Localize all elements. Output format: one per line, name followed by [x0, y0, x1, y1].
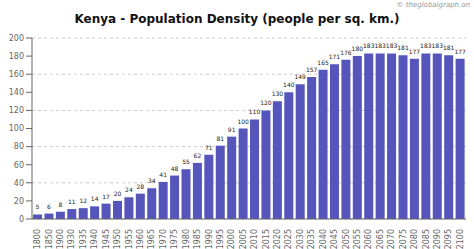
svg-text:2100: 2100 [456, 229, 465, 249]
svg-text:181: 181 [397, 44, 409, 51]
svg-text:24: 24 [125, 186, 133, 193]
svg-text:17: 17 [102, 193, 110, 200]
svg-text:91: 91 [228, 126, 236, 133]
svg-text:1960: 1960 [136, 229, 145, 249]
svg-text:183: 183 [386, 42, 398, 49]
svg-text:100: 100 [237, 118, 249, 125]
svg-text:1980: 1980 [182, 229, 191, 249]
svg-text:149: 149 [294, 73, 306, 80]
svg-text:1935: 1935 [79, 229, 88, 249]
svg-text:48: 48 [171, 165, 179, 172]
svg-text:28: 28 [136, 183, 144, 190]
svg-text:183: 183 [374, 42, 386, 49]
svg-text:2050: 2050 [342, 229, 351, 249]
svg-text:1995: 1995 [216, 229, 225, 249]
html-text:Kenya - Population Density (pe: Kenya - Population Density (people per s… [74, 12, 400, 26]
svg-text:2020: 2020 [273, 229, 282, 249]
svg-text:1975: 1975 [170, 229, 179, 249]
svg-text:1945: 1945 [102, 229, 111, 249]
svg-text:177: 177 [454, 48, 466, 55]
svg-text:40: 40 [14, 179, 24, 188]
svg-text:100: 100 [9, 124, 24, 133]
svg-text:183: 183 [432, 42, 444, 49]
svg-text:1850: 1850 [45, 229, 54, 249]
svg-text:120: 120 [260, 99, 272, 106]
html-text:© theglobalgraph.on: © theglobalgraph.on [396, 1, 470, 9]
svg-text:1800: 1800 [33, 229, 42, 249]
svg-text:2055: 2055 [353, 229, 362, 249]
svg-text:2090: 2090 [433, 229, 442, 249]
svg-text:1990: 1990 [205, 229, 214, 249]
svg-text:140: 140 [283, 81, 295, 88]
svg-text:176: 176 [340, 49, 352, 56]
svg-text:157: 157 [306, 66, 318, 73]
svg-text:1900: 1900 [56, 229, 65, 249]
svg-text:180: 180 [352, 45, 364, 52]
svg-text:34: 34 [148, 177, 156, 184]
svg-text:183: 183 [363, 42, 375, 49]
svg-text:183: 183 [420, 42, 432, 49]
svg-text:140: 140 [9, 88, 24, 97]
svg-text:2065: 2065 [376, 229, 385, 249]
svg-text:80: 80 [14, 142, 24, 151]
svg-text:2080: 2080 [410, 229, 419, 249]
svg-text:1965: 1965 [147, 229, 156, 249]
svg-text:2005: 2005 [239, 229, 248, 249]
svg-text:2095: 2095 [444, 229, 453, 249]
svg-text:5: 5 [36, 203, 40, 210]
svg-text:62: 62 [194, 152, 202, 159]
svg-text:2010: 2010 [250, 229, 259, 249]
svg-text:2035: 2035 [307, 229, 316, 249]
svg-text:8: 8 [58, 201, 62, 208]
svg-text:1930: 1930 [67, 229, 76, 249]
svg-text:130: 130 [272, 90, 284, 97]
svg-text:1970: 1970 [159, 229, 168, 249]
svg-text:2025: 2025 [284, 229, 293, 249]
svg-text:71: 71 [205, 144, 213, 151]
svg-text:200: 200 [9, 34, 24, 43]
svg-text:2015: 2015 [262, 229, 271, 249]
svg-text:20: 20 [14, 197, 24, 206]
svg-text:11: 11 [68, 198, 76, 205]
svg-text:1955: 1955 [125, 229, 134, 249]
svg-text:14: 14 [91, 195, 99, 202]
svg-text:2045: 2045 [330, 229, 339, 249]
svg-text:177: 177 [409, 48, 421, 55]
svg-text:120: 120 [9, 106, 24, 115]
svg-text:110: 110 [249, 108, 261, 115]
svg-text:160: 160 [9, 70, 24, 79]
svg-text:2085: 2085 [422, 229, 431, 249]
svg-text:0: 0 [19, 215, 24, 224]
svg-text:1985: 1985 [193, 229, 202, 249]
svg-text:20: 20 [114, 190, 122, 197]
svg-text:2075: 2075 [399, 229, 408, 249]
svg-text:41: 41 [159, 171, 167, 178]
svg-text:165: 165 [317, 59, 329, 66]
svg-text:6: 6 [47, 203, 51, 210]
svg-text:1950: 1950 [113, 229, 122, 249]
svg-text:2040: 2040 [319, 229, 328, 249]
svg-text:60: 60 [14, 161, 24, 170]
svg-text:171: 171 [329, 53, 341, 60]
svg-text:181: 181 [443, 44, 455, 51]
svg-text:1940: 1940 [90, 229, 99, 249]
svg-text:2060: 2060 [364, 229, 373, 249]
svg-text:180: 180 [9, 52, 24, 61]
svg-text:2030: 2030 [296, 229, 305, 249]
svg-text:81: 81 [216, 135, 224, 142]
svg-text:2000: 2000 [227, 229, 236, 249]
svg-text:55: 55 [182, 158, 190, 165]
svg-text:2070: 2070 [387, 229, 396, 249]
svg-text:12: 12 [79, 197, 87, 204]
